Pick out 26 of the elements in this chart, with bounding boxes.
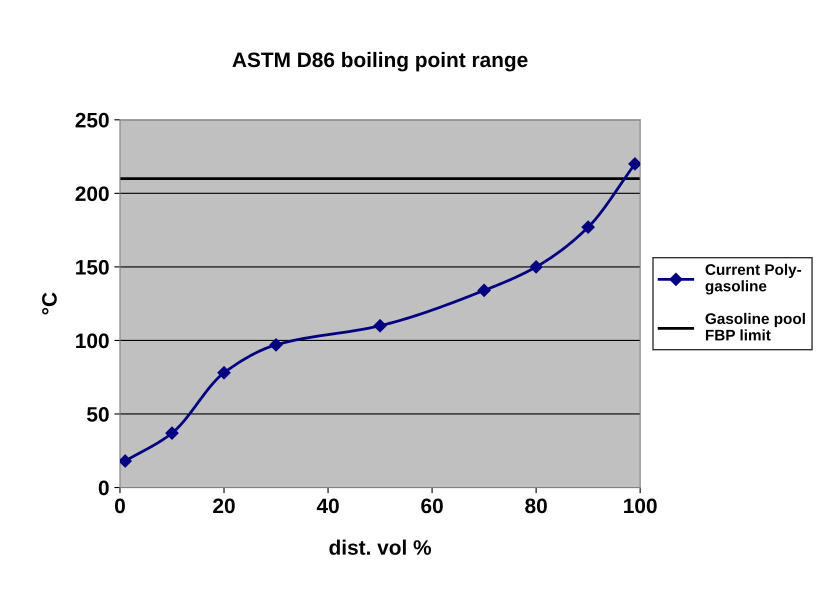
x-axis-title: dist. vol %	[329, 540, 432, 555]
point	[120, 454, 132, 468]
legend-label: Current Poly- gasoline	[706, 264, 802, 295]
x-tick-label: 20	[213, 498, 235, 514]
y-tick-label: 150	[76, 260, 109, 275]
point	[530, 260, 543, 274]
x-tick-label: 80	[525, 498, 547, 514]
x-tick-label: 0	[115, 498, 125, 514]
point	[373, 319, 387, 332]
point	[582, 220, 595, 234]
point	[217, 366, 231, 380]
point	[628, 157, 640, 171]
y-tick-label: 50	[87, 406, 109, 422]
legend-label: Gasoline pool FBP limit	[706, 312, 805, 341]
x-tick-label: 100	[624, 498, 657, 514]
y-tick-label: 100	[76, 333, 109, 348]
x-tick-label: 60	[421, 498, 443, 514]
y-tick-label: 250	[76, 112, 109, 128]
chart-title: ASTM D86 boiling point range	[232, 52, 528, 72]
point	[478, 284, 491, 298]
point	[269, 338, 283, 352]
point	[165, 426, 179, 440]
x-tick-label: 40	[316, 498, 339, 514]
y-tick-label: 0	[98, 480, 109, 496]
y-axis-title: °C	[42, 292, 57, 314]
y-tick-label: 200	[76, 186, 109, 202]
